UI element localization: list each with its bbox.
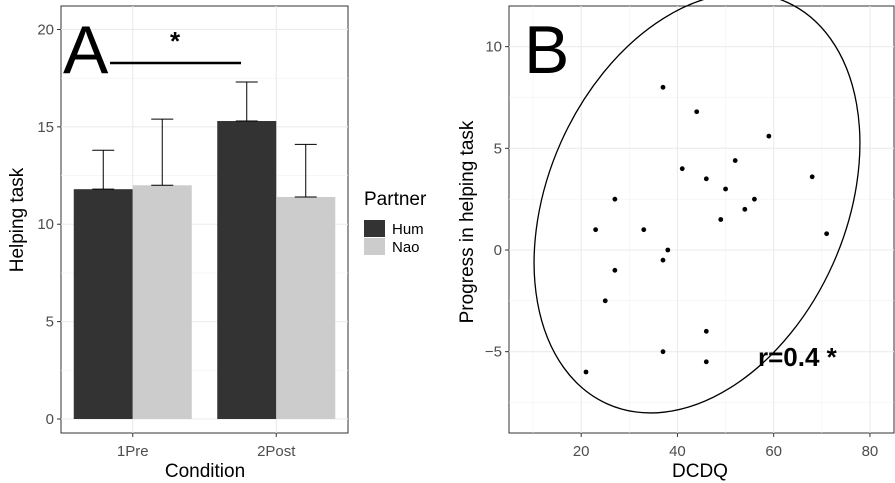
data-point: [703, 359, 709, 365]
y-tick-label: 15: [37, 119, 54, 136]
y-tick-label: 5: [46, 314, 54, 331]
y-tick-label: 10: [485, 39, 502, 56]
panel-b-y-axis-title: Progress in helping task: [457, 120, 478, 323]
x-tick-label: 80: [862, 443, 879, 460]
data-point: [583, 369, 589, 375]
bar-hum-2post: [217, 121, 277, 419]
significance-star: *: [170, 26, 181, 56]
y-tick-label: −5: [485, 344, 502, 361]
panel-b-letter: B: [524, 12, 569, 88]
data-point: [809, 174, 815, 180]
x-tick-label: 40: [669, 443, 686, 460]
x-tick-label: 20: [573, 443, 590, 460]
data-point: [703, 328, 709, 334]
data-point: [602, 298, 608, 304]
y-tick-label: 5: [494, 140, 502, 157]
panel-a-bars: [73, 121, 336, 419]
data-point: [742, 206, 748, 212]
legend-swatch-nao: [364, 238, 385, 255]
data-point: [732, 158, 738, 163]
data-point: [665, 247, 671, 253]
panel-b-points: [583, 84, 830, 375]
data-point: [723, 186, 728, 192]
panel-a: 0 5 10 15 20 1Pre 2Post A * Condition Helping…: [7, 5, 349, 482]
panel-a-y-axis-title: Helping task: [7, 167, 28, 272]
panel-a-letter: A: [63, 12, 109, 88]
y-tick-label: 0: [494, 242, 502, 259]
data-point: [612, 196, 618, 202]
data-point: [766, 133, 772, 139]
legend-label-nao: Nao: [392, 239, 420, 256]
x-tick-label: 2Post: [257, 443, 296, 460]
legend-title: Partner: [364, 189, 427, 210]
data-point: [752, 196, 757, 202]
data-point: [679, 166, 685, 172]
y-tick-label: 0: [46, 411, 54, 428]
panel-a-error-bars: [92, 81, 317, 198]
y-tick-label: 20: [37, 21, 54, 38]
data-point: [612, 267, 618, 273]
panel-a-x-ticks: 1Pre 2Post: [117, 433, 296, 460]
correlation-annotation: r=0.4 *: [758, 342, 838, 372]
data-point: [694, 109, 700, 115]
data-point: [660, 84, 666, 90]
bar-nao-2post: [276, 196, 336, 419]
confidence-ellipse: [533, 0, 861, 414]
panel-b-x-axis-title: DCDQ: [672, 461, 728, 482]
x-tick-label: 1Pre: [117, 443, 149, 460]
data-point: [660, 257, 666, 263]
data-point: [824, 231, 830, 237]
panel-a-x-axis-title: Condition: [165, 461, 245, 482]
bar-hum-1pre: [73, 189, 133, 419]
bar-nao-1pre: [132, 185, 192, 419]
y-tick-label: 10: [37, 216, 54, 233]
legend-label-hum: Hum: [392, 221, 424, 238]
panel-b-grid: [509, 6, 894, 433]
data-point: [641, 227, 647, 233]
legend: Partner Hum Nao: [364, 189, 427, 256]
data-point: [718, 217, 724, 222]
data-point: [660, 349, 666, 355]
panel-b: −5 0 5 10 20 40 60 80 B r=0.4 * DCDQ Progress …: [457, 0, 895, 482]
data-point: [703, 176, 709, 182]
panel-b-background: [508, 5, 895, 434]
panel-b-x-ticks: 20 40 60 80: [573, 433, 878, 460]
x-tick-label: 60: [765, 443, 782, 460]
data-point: [593, 227, 599, 233]
panel-b-y-ticks: −5 0 5 10: [485, 39, 509, 361]
panel-a-y-ticks: 0 5 10 15 20: [37, 21, 61, 428]
legend-swatch-hum: [364, 220, 385, 237]
